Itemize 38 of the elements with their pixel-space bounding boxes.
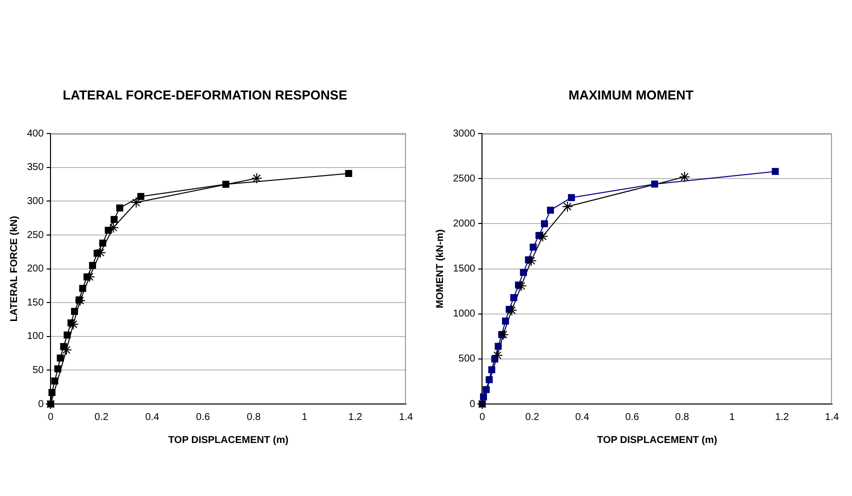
y-tick-label: 500	[458, 354, 476, 365]
y-tick-label: 3000	[452, 128, 476, 140]
x-axis-title: TOP DISPLACEMENT (m)	[168, 434, 288, 446]
y-tick-label: 0	[38, 398, 44, 410]
x-tick-label: 1	[302, 412, 308, 423]
x-tick-label: 0.4	[145, 412, 160, 423]
y-tick-label: 150	[26, 297, 44, 308]
y-tick-label: 2500	[452, 173, 476, 184]
y-tick-label: 250	[26, 230, 44, 241]
x-tick-label: 0.2	[94, 412, 109, 423]
x-tick-label: 1	[729, 412, 736, 423]
x-tick-label: 1.4	[825, 412, 840, 423]
x-tick-label: 1.2	[348, 412, 363, 423]
y-tick-label: 2000	[452, 218, 476, 230]
x-tick-label: 0	[479, 412, 486, 423]
x-tick-label: 0	[48, 412, 54, 423]
chart-title: MAXIMUM MOMENT	[568, 87, 694, 102]
x-tick-label: 0.8	[675, 412, 690, 423]
y-tick-label: 1500	[452, 264, 476, 275]
x-tick-label: 0.4	[575, 412, 590, 423]
y-tick-label: 400	[26, 128, 44, 140]
x-tick-label: 0.8	[246, 412, 262, 423]
y-tick-label: 100	[26, 331, 44, 342]
y-tick-label: 0	[470, 398, 476, 410]
y-tick-label: 300	[26, 196, 44, 207]
y-tick-label: 50	[32, 364, 44, 376]
x-axis-title: TOP DISPLACEMENT (m)	[597, 434, 718, 446]
y-axis-title: MOMENT (kN-m)	[434, 229, 446, 308]
x-tick-label: 0.6	[625, 412, 640, 423]
y-tick-label: 1000	[452, 308, 476, 320]
y-tick-label: 350	[26, 162, 44, 174]
y-tick-label: 200	[26, 264, 44, 275]
x-tick-label: 1.4	[399, 412, 414, 423]
x-tick-label: 1.2	[775, 412, 790, 423]
y-axis-title: LATERAL FORCE (kN)	[8, 216, 20, 322]
x-tick-label: 0.2	[525, 412, 540, 423]
x-tick-label: 0.6	[196, 412, 210, 423]
chart-title: LATERAL FORCE-DEFORMATION RESPONSE	[62, 87, 348, 102]
